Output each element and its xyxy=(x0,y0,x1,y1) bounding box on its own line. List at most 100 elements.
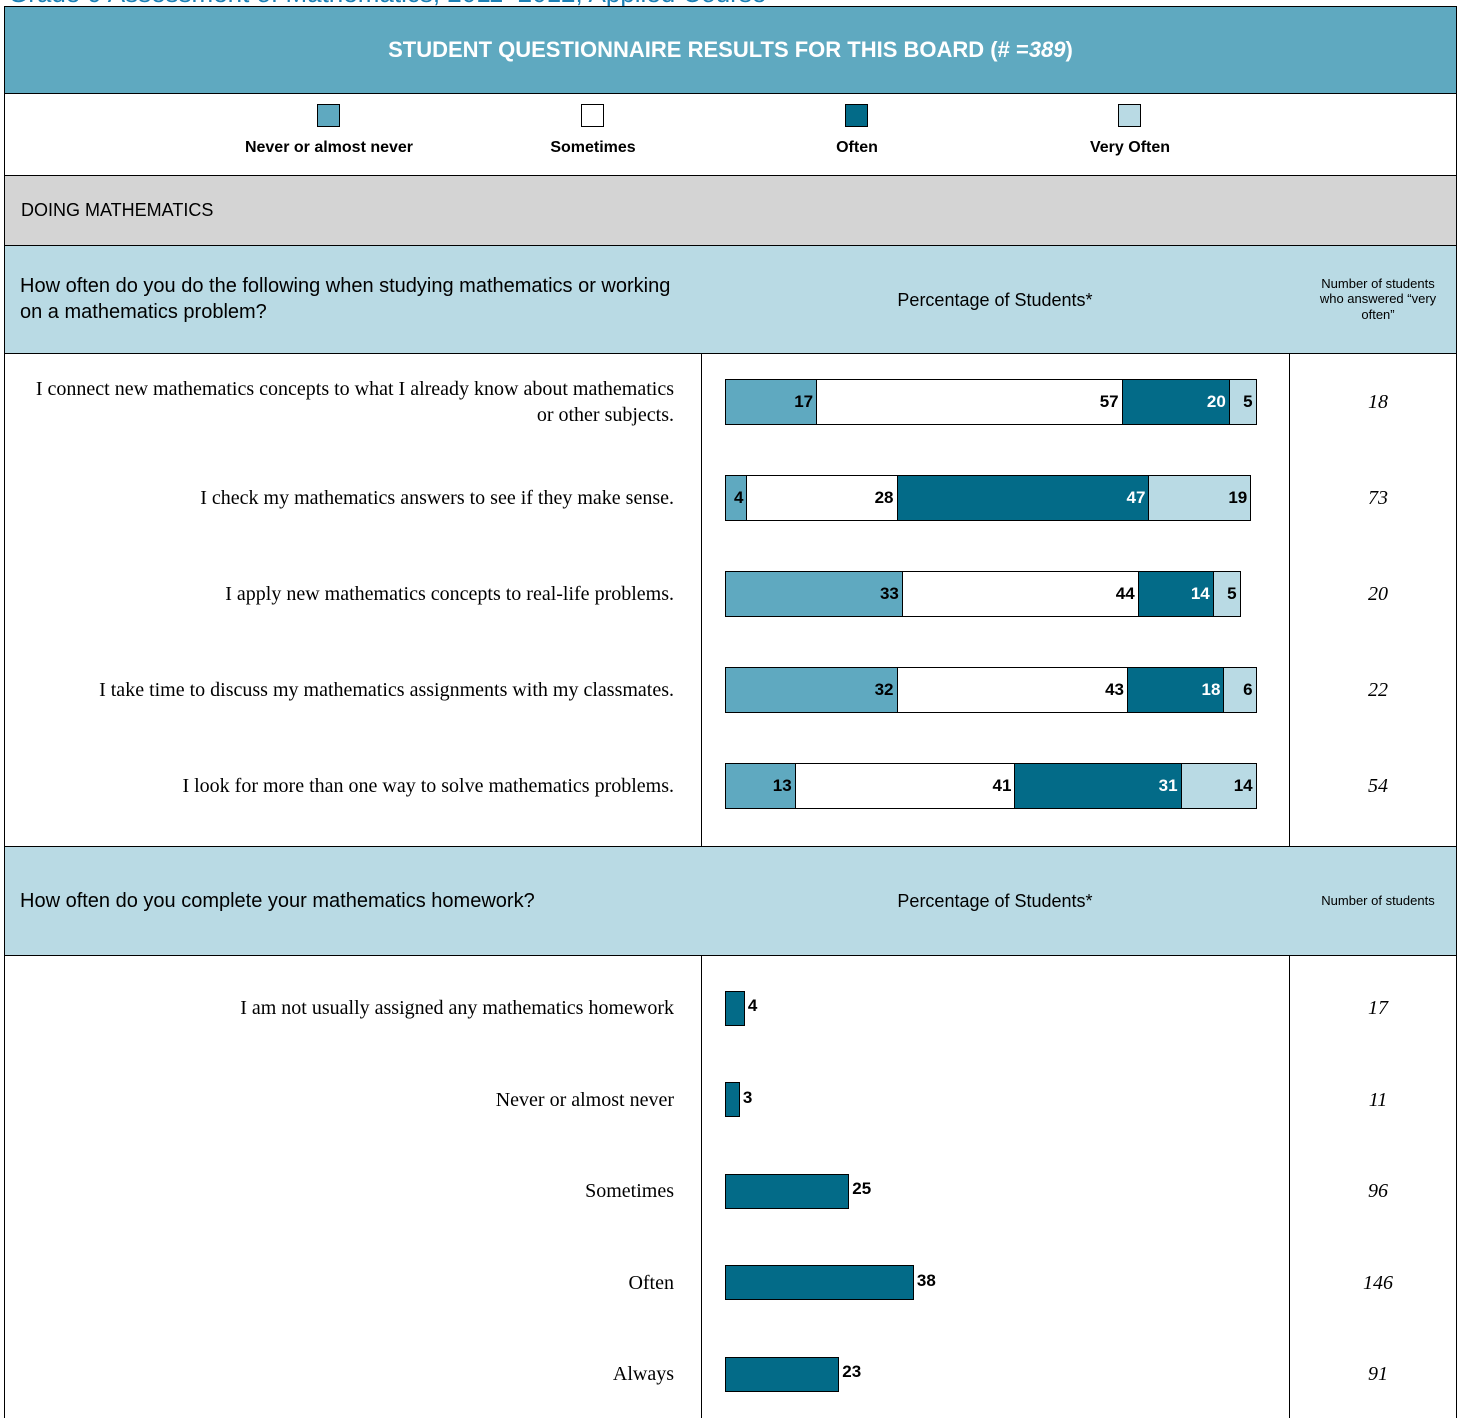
question-header xyxy=(4,846,1457,956)
column-divider xyxy=(1289,353,1290,847)
bar-segment xyxy=(794,763,1016,809)
page-title: Grade 9 Assessment of Mathematics, 2011–… xyxy=(8,0,766,7)
statement: I take time to discuss my mathematics as… xyxy=(18,664,674,716)
bar-label: 18 xyxy=(1201,680,1221,699)
bar-label: 4 xyxy=(747,996,758,1015)
count: 146 xyxy=(1363,1271,1393,1294)
column-divider xyxy=(701,955,702,1418)
bar-segment xyxy=(1127,667,1225,713)
bar-label: 5 xyxy=(1227,584,1237,603)
bar-label: 25 xyxy=(852,1179,872,1198)
column-header: Percentage of Students* xyxy=(897,891,1093,911)
bar-segment xyxy=(1014,763,1182,809)
statement-text: Often xyxy=(628,1271,674,1294)
bar-segment xyxy=(1228,379,1257,425)
bar-label: 4 xyxy=(733,488,744,507)
bar-label: 33 xyxy=(879,584,899,603)
bar-segment xyxy=(1121,379,1230,425)
count-header: Number of students who answered “very of… xyxy=(1319,275,1437,322)
statement-text: I look for more than one way to solve ma… xyxy=(182,775,674,797)
bar xyxy=(725,1082,740,1117)
bar-segment xyxy=(725,379,818,425)
bar-label: 14 xyxy=(1190,584,1210,603)
column-header: Percentage of Students* xyxy=(897,289,1093,310)
bar-label: 20 xyxy=(1206,392,1226,411)
statement-text: I apply new mathematics concepts to real… xyxy=(225,583,674,605)
statement: I look for more than one way to solve ma… xyxy=(18,760,674,812)
bar-label: 14 xyxy=(1233,776,1253,795)
count: 54 xyxy=(1368,775,1388,797)
bar xyxy=(725,1265,914,1300)
statement: I check my mathematics answers to see if… xyxy=(18,472,674,524)
bar-label: 43 xyxy=(1105,680,1124,699)
rows-area xyxy=(4,353,1457,847)
question-text: How often do you do the following when s… xyxy=(20,275,671,323)
bar-label: 57 xyxy=(1099,392,1119,411)
count: 96 xyxy=(1368,1180,1388,1202)
legend-swatch xyxy=(317,104,340,127)
statement: Often xyxy=(18,1257,674,1309)
count: 17 xyxy=(1368,997,1388,1019)
rows-area xyxy=(4,955,1457,1418)
bar xyxy=(725,1356,840,1392)
statement-text: Sometimes xyxy=(585,1180,674,1202)
legend-row xyxy=(4,93,1457,176)
bar-segment xyxy=(896,475,1150,521)
section-title-row: DOING MATHEMATICS xyxy=(4,175,1457,246)
bar-segment xyxy=(746,475,898,521)
legend-label: Very Often xyxy=(1089,139,1171,156)
statement: I connect new mathematics concepts to wh… xyxy=(18,376,674,428)
bar-segment xyxy=(1180,763,1257,809)
statement-text: Never or almost never xyxy=(495,1088,674,1111)
statement-text: Always xyxy=(612,1363,674,1385)
legend-swatch xyxy=(581,104,604,127)
banner-count: 389 xyxy=(1028,37,1066,62)
column-divider xyxy=(1289,955,1290,1418)
bar-label: 5 xyxy=(1243,392,1253,411)
bar-segment xyxy=(1148,475,1252,521)
bar-label: 13 xyxy=(772,776,792,795)
bar-label: 41 xyxy=(992,776,1012,795)
bar xyxy=(725,990,745,1026)
question-header xyxy=(4,245,1457,354)
legend-swatch xyxy=(1118,104,1141,127)
count: 20 xyxy=(1368,583,1388,605)
count: 11 xyxy=(1368,1088,1388,1111)
bar-label: 28 xyxy=(874,488,894,507)
bar-segment xyxy=(816,379,1123,425)
statement-text: I am not usually assigned any mathematic… xyxy=(240,997,674,1019)
bar-segment xyxy=(725,763,796,809)
statement-text: I take time to discuss my mathematics as… xyxy=(99,679,674,701)
bar-label: 23 xyxy=(842,1362,862,1381)
bar-segment xyxy=(725,667,898,713)
statement: Sometimes xyxy=(18,1165,674,1217)
bar-label: 44 xyxy=(1115,584,1135,603)
banner: STUDENT QUESTIONNAIRE RESULTS FOR THIS B… xyxy=(4,6,1457,94)
legend-swatch xyxy=(845,104,868,127)
bar-segment xyxy=(1212,571,1241,617)
statement: Always xyxy=(18,1348,674,1400)
statement: I apply new mathematics concepts to real… xyxy=(18,568,674,620)
bar-label: 38 xyxy=(916,1270,936,1290)
banner-text: ) xyxy=(1065,37,1073,62)
legend-label: Sometimes xyxy=(550,139,636,156)
bar-label: 19 xyxy=(1228,488,1248,507)
column-divider xyxy=(701,353,702,847)
question-text: How often do you complete your mathemati… xyxy=(20,890,535,912)
bar-label: 31 xyxy=(1158,776,1178,795)
bar-label: 47 xyxy=(1126,488,1146,507)
legend-label: Often xyxy=(836,139,878,156)
bar-label: 17 xyxy=(794,392,814,411)
count: 22 xyxy=(1368,679,1388,701)
statement-text: I check my mathematics answers to see if… xyxy=(200,487,674,509)
bar-segment xyxy=(1223,667,1257,713)
statement: I am not usually assigned any mathematic… xyxy=(18,982,674,1034)
bar xyxy=(725,1173,850,1209)
statement: Never or almost never xyxy=(18,1074,674,1126)
bar-label: 32 xyxy=(874,680,894,699)
bar-segment xyxy=(1137,571,1214,617)
count: 18 xyxy=(1368,391,1388,413)
bar-label: 3 xyxy=(742,1087,753,1107)
count: 73 xyxy=(1368,487,1388,509)
